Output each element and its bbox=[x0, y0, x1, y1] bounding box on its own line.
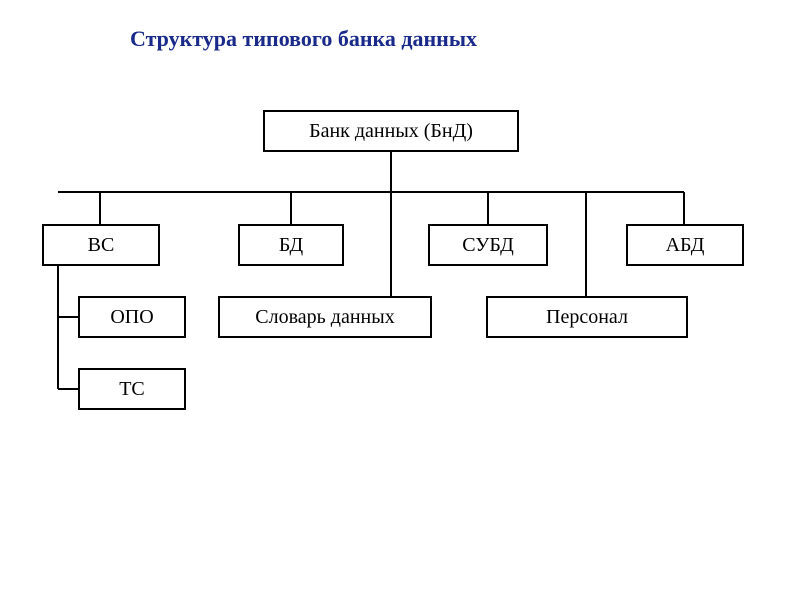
node-abd: АБД bbox=[626, 224, 744, 266]
node-ts: ТС bbox=[78, 368, 186, 410]
node-slovar: Словарь данных bbox=[218, 296, 432, 338]
node-label: АБД bbox=[666, 234, 705, 256]
node-bd: БД bbox=[238, 224, 344, 266]
node-label: СУБД bbox=[462, 234, 514, 256]
node-label: ВС bbox=[88, 234, 115, 256]
node-label: Словарь данных bbox=[255, 306, 394, 328]
node-pers: Персонал bbox=[486, 296, 688, 338]
node-opo: ОПО bbox=[78, 296, 186, 338]
node-root: Банк данных (БнД) bbox=[263, 110, 519, 152]
node-subd: СУБД bbox=[428, 224, 548, 266]
diagram-canvas: Структура типового банка данных Банк дан… bbox=[0, 0, 800, 600]
node-label: ТС bbox=[119, 378, 145, 400]
node-label: ОПО bbox=[110, 306, 153, 328]
node-vs: ВС bbox=[42, 224, 160, 266]
node-label: БД bbox=[279, 234, 303, 256]
node-label: Банк данных (БнД) bbox=[309, 120, 473, 142]
node-label: Персонал bbox=[546, 306, 628, 328]
